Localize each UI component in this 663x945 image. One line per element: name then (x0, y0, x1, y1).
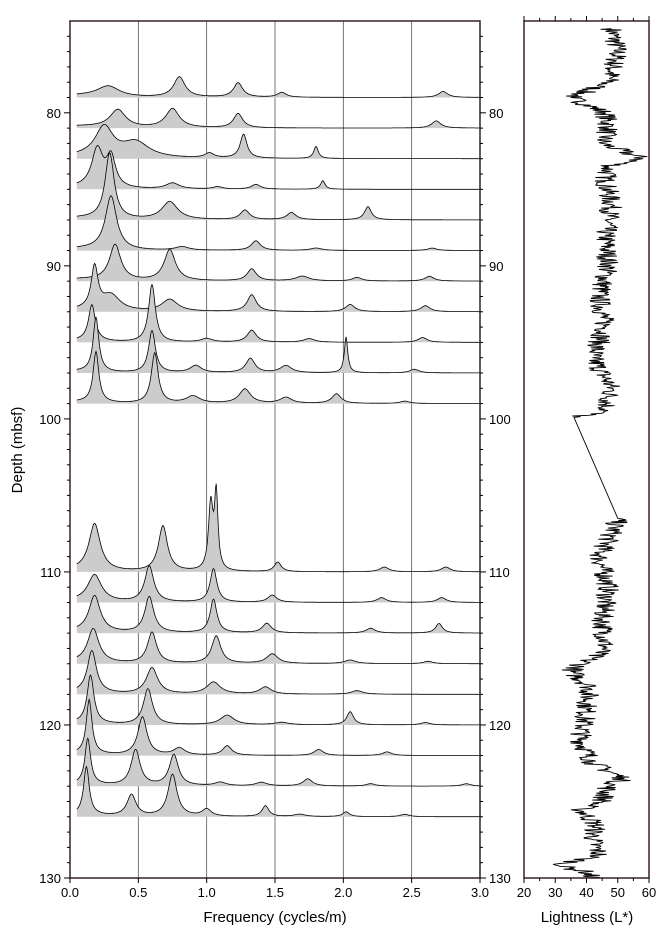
spectrum-fill (76, 244, 481, 282)
spectra-ticks: 0.0 0.5 1.0 1.5 2.0 2.5 3.0 80 80 90 90 100 100 110 11… (39, 35, 511, 900)
y-tick-label: 100 (39, 412, 61, 427)
x-tick-label: 1.5 (266, 885, 284, 900)
x-tick-label: 3.0 (471, 885, 489, 900)
spectrum-trace-110 (76, 483, 480, 573)
x-tick-label: 2.0 (334, 885, 352, 900)
spectrum-trace-116 (76, 627, 480, 665)
spectra-panel: 0.0 0.5 1.0 1.5 2.0 2.5 3.0 80 80 90 90 100 100 110 11… (9, 20, 511, 926)
spectrum-trace-114 (76, 594, 480, 634)
y-tick-label-right: 80 (489, 106, 503, 121)
spectrum-trace-120 (76, 674, 480, 726)
spectrum-fill (76, 766, 481, 817)
spectrum-trace-85 (76, 145, 480, 190)
spectrum-trace-112 (76, 565, 480, 603)
y-tick-label-right: 120 (489, 718, 511, 733)
spectrum-trace-118 (76, 649, 480, 695)
spectrum-fill (76, 195, 481, 251)
lightness-x-axis-title: Lightness (L*) (541, 909, 634, 926)
y-tick-label: 90 (47, 259, 61, 274)
spectrum-trace-81 (76, 107, 480, 129)
spectrum-trace-91 (76, 243, 480, 282)
spectrum-trace-122 (76, 698, 480, 756)
spectrum-trace-83 (76, 124, 480, 160)
lightness-x-tick-label: 60 (642, 885, 656, 900)
lightness-x-tick-label: 50 (611, 885, 625, 900)
spectrum-trace-87 (76, 152, 480, 221)
lightness-ticks: 20 30 40 50 60 (517, 16, 656, 900)
y-tick-label: 130 (39, 871, 61, 886)
y-tick-label-right: 90 (489, 259, 503, 274)
spectrum-fill (76, 124, 481, 159)
spectrum-fill (76, 595, 481, 634)
lightness-panel: 20 30 40 50 60 Lightness (L*) (517, 16, 656, 926)
spectrum-trace-99 (76, 350, 480, 404)
spectrum-trace-89 (76, 195, 480, 251)
y-tick-label: 110 (40, 565, 61, 580)
spectra-x-axis-title: Frequency (cycles/m) (203, 909, 346, 926)
spectrum-trace-93 (76, 262, 480, 313)
spectrum-trace-79 (76, 76, 481, 98)
y-tick-label-right: 100 (489, 412, 511, 427)
spectrum-fill (76, 263, 481, 312)
spectrum-trace-126 (76, 765, 480, 818)
y-tick-label: 80 (47, 106, 61, 121)
spectra-y-axis-title: Depth (mbsf) (9, 407, 26, 494)
x-tick-label: 0.5 (129, 885, 147, 900)
lightness-x-tick-label: 20 (517, 885, 531, 900)
lightness-x-tick-label: 40 (579, 885, 593, 900)
lightness-series-line (552, 28, 648, 879)
spectrum-fill (76, 145, 481, 190)
lightness-x-tick-label: 30 (548, 885, 562, 900)
y-tick-label: 120 (39, 718, 61, 733)
spectrum-fill (76, 565, 481, 603)
spectrum-fill (76, 351, 481, 404)
spectrum-trace-124 (76, 737, 480, 787)
x-tick-label: 2.5 (403, 885, 421, 900)
spectrum-fill (76, 76, 481, 98)
spectrum-fill (76, 108, 481, 129)
spectrum-trace-97 (76, 316, 480, 374)
y-tick-label-right: 110 (489, 565, 510, 580)
x-tick-label: 1.0 (198, 885, 216, 900)
spectrum-fill (76, 152, 481, 220)
y-tick-label-right: 130 (489, 871, 511, 886)
spectra-traces (76, 76, 481, 818)
spectrum-trace-95 (76, 283, 480, 343)
spectrum-fill (76, 738, 481, 787)
x-tick-label: 0.0 (61, 885, 79, 900)
